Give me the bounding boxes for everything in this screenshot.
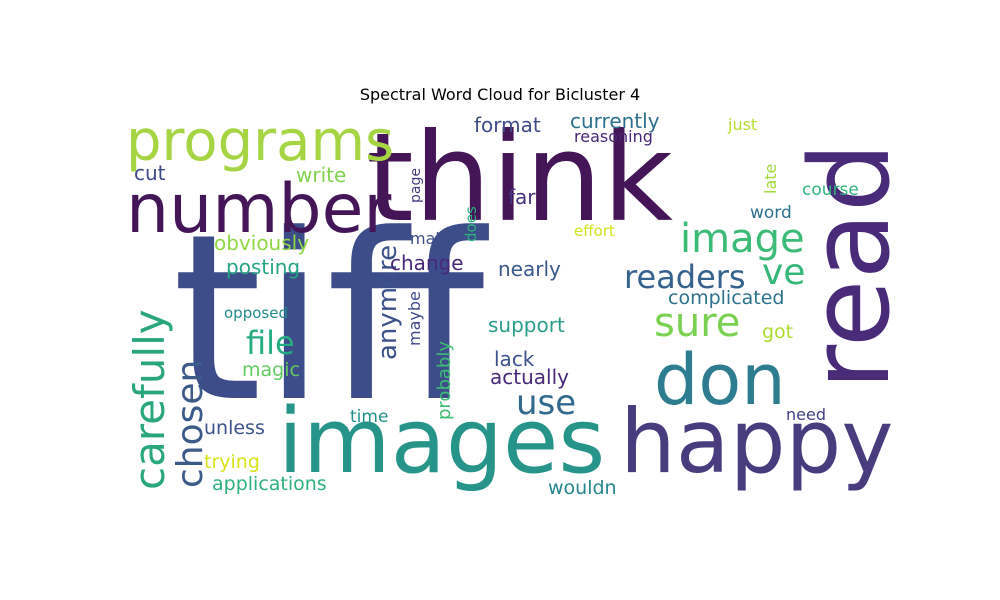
word-obviously: obviously [214, 231, 309, 255]
word-far: far [508, 185, 536, 209]
word-lack: lack [494, 347, 535, 371]
word-image: image [680, 216, 805, 262]
chart-title: Spectral Word Cloud for Bicluster 4 [359, 85, 641, 104]
word-tiff: tiff [172, 186, 489, 453]
word-read: read [786, 142, 914, 390]
word-format: format [474, 113, 541, 137]
word-support: support [488, 313, 565, 337]
word-unless: unless [204, 417, 265, 439]
word-ve: ve [762, 252, 805, 293]
word-late: late [761, 164, 780, 194]
word-got: got [762, 321, 793, 343]
word-make: make [410, 229, 454, 248]
word-number: number [126, 170, 391, 249]
word-effort: effort [574, 222, 615, 240]
word-need: need [786, 405, 826, 424]
word-posting: posting [226, 255, 300, 279]
word-chosen: chosen [170, 360, 211, 488]
word-write: write [296, 163, 346, 187]
word-happy: happy [620, 390, 894, 493]
word-just: just [727, 115, 757, 134]
word-currently: currently [570, 109, 660, 133]
word-change: change [390, 251, 464, 275]
word-does: does [462, 206, 480, 242]
word-readers: readers [624, 258, 746, 296]
word-page: page [408, 168, 424, 203]
word-magic: magic [242, 359, 300, 381]
word-course: course [802, 180, 859, 200]
word-think: think [366, 107, 673, 249]
word-maybe: maybe [405, 291, 424, 346]
word-applications: applications [212, 473, 327, 495]
word-nearly: nearly [498, 257, 561, 281]
word-wouldn: wouldn [548, 477, 617, 499]
word-word: word [750, 203, 792, 223]
word-cut: cut [134, 161, 166, 185]
word-images: images [278, 389, 605, 494]
word-time: time [350, 407, 388, 427]
word-complicated: complicated [668, 287, 785, 309]
word-programs: programs [126, 109, 394, 174]
word-reasoning: reasoning [574, 127, 653, 146]
word-file: file [246, 324, 295, 362]
word-use: use [516, 383, 576, 423]
word-trying: trying [204, 451, 260, 473]
word-probably: probably [434, 341, 455, 420]
word-carefully: carefully [125, 309, 174, 490]
word-sure: sure [654, 300, 740, 346]
word-actually: actually [490, 365, 569, 389]
word-anymore: anymore [373, 245, 403, 360]
word-don: don [654, 339, 786, 421]
word-opposed: opposed [224, 304, 288, 322]
